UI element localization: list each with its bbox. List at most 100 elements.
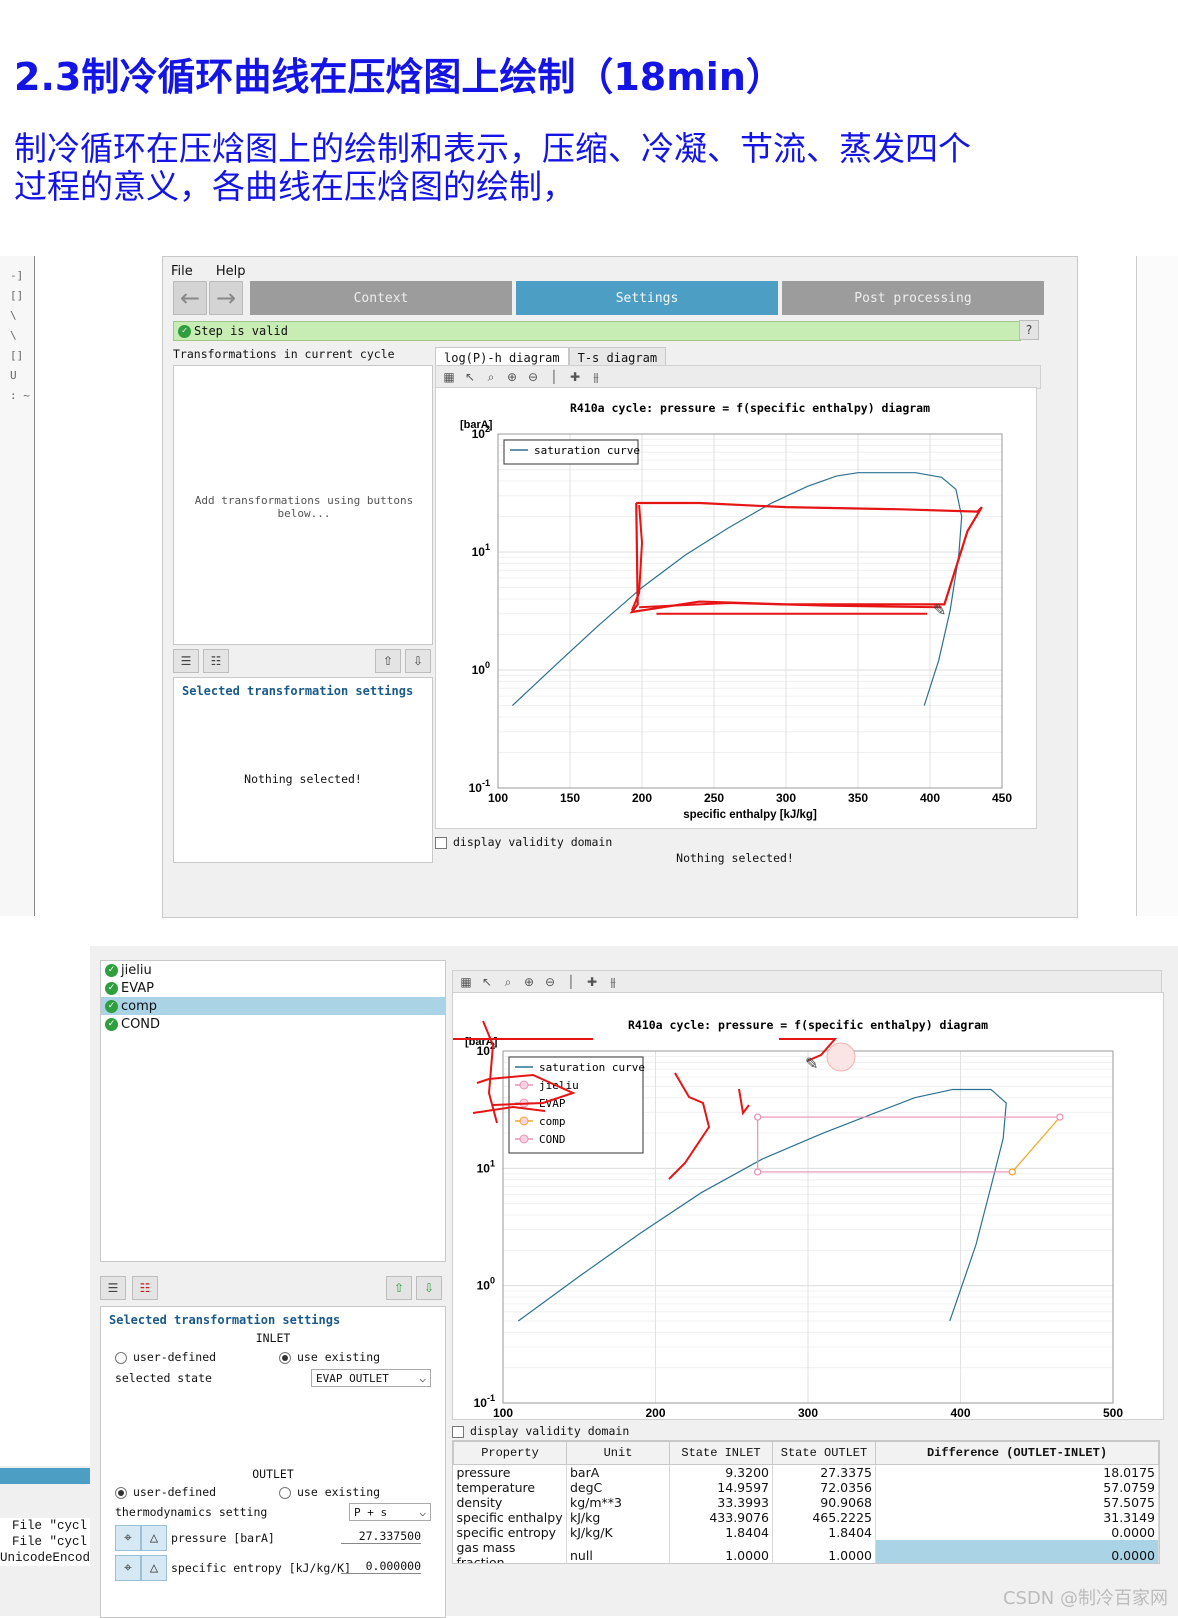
cycle-app-window: File Help ← → Context Settings Post proc… [162, 256, 1078, 918]
chart1-area: R410a cycle: pressure = f(specific entha… [435, 387, 1037, 829]
settings-title: Selected transformation settings [182, 684, 414, 698]
x-tick-label: 400 [950, 1406, 970, 1419]
zoom-in-icon[interactable]: ⊕ [506, 370, 518, 384]
tab-ts[interactable]: T-s diagram [568, 347, 667, 368]
legend-label: saturation curve [534, 444, 640, 457]
move-down-button[interactable]: ⇩ [416, 1276, 442, 1300]
check-icon: ✓ [105, 981, 118, 995]
validity-label: display validity domain [453, 835, 613, 849]
validity-domain-option[interactable]: display validity domain [435, 835, 612, 849]
table-row[interactable]: density kg/m**3 33.3993 90.9068 57.5075 [453, 1495, 1159, 1510]
back-button[interactable]: ← [173, 281, 207, 315]
crosshair-icon[interactable]: ✚ [586, 975, 598, 989]
zoom-fit-icon[interactable]: ⌕ [487, 369, 495, 384]
pressure-label: pressure [barA] [171, 1531, 275, 1545]
table-row[interactable]: specific enthalpy kJ/kg 433.9076 465.2225 31… [453, 1510, 1159, 1525]
help-button[interactable]: ? [1019, 320, 1039, 340]
table-cell: 433.9076 [669, 1510, 773, 1525]
plot-toolbar-2: ▦ ↖ ⌕ ⊕ ⊖ │ ✚ ⫵ [452, 970, 1162, 994]
x-tick-label: 200 [645, 1406, 665, 1419]
delta-entropy-button[interactable]: △ [141, 1555, 167, 1581]
selected-state-select[interactable]: EVAP OUTLET ⌵ [311, 1369, 431, 1387]
step-context[interactable]: Context [250, 281, 512, 315]
radio-button[interactable] [115, 1351, 127, 1364]
pointer-icon[interactable]: ↖ [481, 975, 493, 989]
zoom-out-icon[interactable]: ⊖ [527, 370, 539, 384]
thermo-setting-select[interactable]: P + s ⌵ [349, 1503, 431, 1521]
column-header[interactable]: State INLET [669, 1441, 773, 1465]
transformations-list[interactable]: Add transformations using buttons below.… [173, 365, 433, 645]
pick-entropy-button[interactable]: ⌖ [115, 1555, 141, 1581]
legend-label: EVAP [539, 1097, 566, 1110]
editor-divider [34, 256, 35, 916]
outlet-use-existing-option[interactable]: use existing [279, 1485, 380, 1499]
validity-domain-option-2[interactable]: display validity domain [452, 1424, 629, 1438]
validity-checkbox[interactable] [452, 1425, 464, 1438]
pick-pressure-button[interactable]: ⌖ [115, 1525, 141, 1551]
add-transformation-button[interactable]: ☰ [100, 1276, 126, 1300]
delta-icon: △ [149, 1530, 159, 1546]
crosshair-icon[interactable]: ✚ [569, 370, 581, 384]
radio-button[interactable] [279, 1486, 291, 1499]
right-scrollbar-area[interactable] [1136, 256, 1178, 916]
zoom-fit-icon[interactable]: ⌕ [504, 974, 512, 989]
table-row[interactable]: pressure barA 9.3200 27.3375 18.0175 [453, 1464, 1159, 1480]
table-cell: pressure [453, 1464, 567, 1480]
column-header[interactable]: Unit [566, 1441, 670, 1465]
table-cell: 1.8404 [772, 1525, 876, 1540]
step-post-processing[interactable]: Post processing [782, 281, 1044, 315]
menu-help[interactable]: Help [215, 264, 246, 279]
thermo-setting-label: thermodynamics setting [115, 1505, 268, 1519]
validity-checkbox[interactable] [435, 836, 447, 849]
vertical-cursor-icon[interactable]: │ [550, 370, 558, 384]
table-row[interactable]: temperature degC 14.9597 72.0356 57.0759 [453, 1480, 1159, 1495]
forward-button[interactable]: → [209, 281, 243, 315]
column-header[interactable]: Difference (OUTLET-INLET) [875, 1441, 1159, 1465]
list-item[interactable]: ✓ jieliu [101, 961, 445, 979]
save-icon[interactable]: ▦ [443, 370, 455, 384]
vertical-cursor-icon[interactable]: │ [567, 975, 575, 989]
remove-icon: ☷ [210, 654, 222, 668]
list-item[interactable]: ✓ EVAP [101, 979, 445, 997]
list-item-label: comp [121, 998, 158, 1014]
list-item-selected[interactable]: ✓ comp [101, 997, 445, 1015]
step-settings[interactable]: Settings [516, 281, 778, 315]
remove-transformation-button[interactable]: ☷ [203, 649, 229, 673]
table-cell: 14.9597 [669, 1480, 773, 1495]
zoom-out-icon[interactable]: ⊖ [544, 975, 556, 989]
radio-button[interactable] [115, 1486, 127, 1499]
add-transformation-button[interactable]: ☰ [173, 649, 199, 673]
strip-glyph: [] [10, 349, 24, 362]
marker-icon[interactable]: ⫵ [610, 974, 616, 989]
inlet-user-defined-option[interactable]: user-defined [115, 1350, 216, 1364]
transformations-list-2[interactable]: ✓ jieliu ✓ EVAP ✓ comp ✓ COND [100, 960, 446, 1262]
pointer-icon[interactable]: ↖ [464, 370, 476, 384]
y-tick-label: 10-1 [474, 1393, 495, 1410]
nothing-selected-bottom: Nothing selected! [676, 851, 794, 865]
column-header[interactable]: Property [453, 1441, 567, 1465]
move-down-button[interactable]: ⇩ [405, 649, 431, 673]
entropy-input[interactable]: 0.000000 [341, 1559, 421, 1574]
move-up-button[interactable]: ⇧ [375, 649, 401, 673]
radio-label: use existing [297, 1485, 381, 1499]
transformations-label: Transformations in current cycle [173, 347, 395, 361]
column-header[interactable]: State OUTLET [772, 1441, 876, 1465]
tab-logph[interactable]: log(P)-h diagram [435, 347, 569, 368]
annotation-stroke [668, 1072, 711, 1180]
outlet-user-defined-option[interactable]: user-defined [115, 1485, 216, 1499]
table-row[interactable]: specific entropy kJ/kg/K 1.8404 1.8404 0.000… [453, 1525, 1159, 1540]
delta-pressure-button[interactable]: △ [141, 1525, 167, 1551]
radio-button[interactable] [279, 1351, 291, 1364]
remove-transformation-button[interactable]: ☷ [132, 1276, 158, 1300]
cycle-app-window-2: ✓ jieliu ✓ EVAP ✓ comp ✓ COND ☰ ☷ ⇧ ⇩ Select… [0, 946, 1178, 1618]
pressure-input[interactable]: 27.337500 [341, 1529, 421, 1544]
save-icon[interactable]: ▦ [460, 975, 472, 989]
list-item[interactable]: ✓ COND [101, 1015, 445, 1033]
zoom-in-icon[interactable]: ⊕ [523, 975, 535, 989]
inlet-use-existing-option[interactable]: use existing [279, 1350, 380, 1364]
table-row[interactable]: gas mass fraction null 1.0000 1.0000 0.0000 [453, 1540, 1159, 1563]
marker-icon[interactable]: ⫵ [593, 369, 599, 384]
table-cell: 18.0175 [875, 1464, 1159, 1480]
menu-file[interactable]: File [171, 264, 193, 279]
move-up-button[interactable]: ⇧ [386, 1276, 412, 1300]
